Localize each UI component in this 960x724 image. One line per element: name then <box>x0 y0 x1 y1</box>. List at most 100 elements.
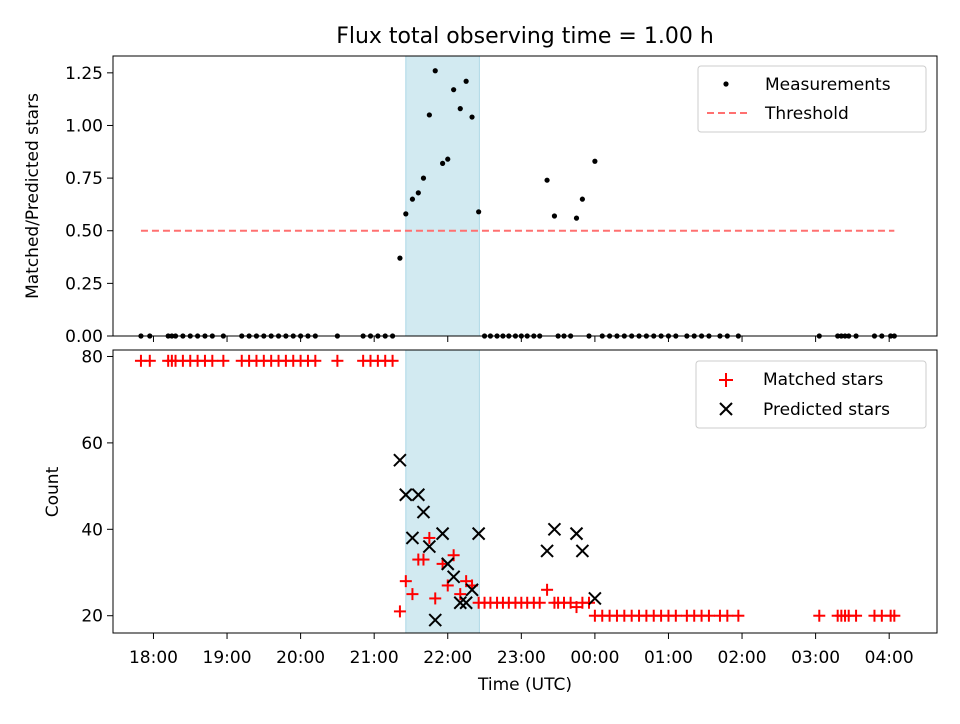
x-tick-label: 18:00 <box>129 648 178 668</box>
bottom-legend-box <box>695 360 927 429</box>
y-tick-label: 0.75 <box>65 169 103 189</box>
matched-star-point <box>417 553 430 566</box>
measurement-point <box>451 87 457 93</box>
legend-measurements-marker <box>723 81 729 87</box>
top-subplot: 0.00 0.25 0.50 0.75 1.00 1.25 Flux total obse… <box>23 24 938 347</box>
measurement-point <box>432 68 438 74</box>
predicted-star-point <box>422 539 437 554</box>
predicted-star-point <box>588 591 602 606</box>
matched-star-point <box>386 354 399 367</box>
matched-star-point <box>406 588 419 601</box>
matched-star-point <box>850 609 863 622</box>
predicted-star-point <box>540 544 554 558</box>
top-legend: Measurements Threshold <box>697 65 927 133</box>
legend-threshold-label: Threshold <box>764 104 849 124</box>
legend-predicted-label: Predicted stars <box>763 400 890 420</box>
x-tick-label: 00:00 <box>570 648 619 668</box>
x-axis-label: Time (UTC) <box>477 675 572 695</box>
predicted-star-point <box>465 583 479 597</box>
y-tick-label: 1.00 <box>65 116 103 136</box>
matched-star-point <box>393 605 406 618</box>
predicted-star-point <box>399 488 413 502</box>
highlight-span-bottom <box>405 349 480 634</box>
highlight-span-top <box>405 55 480 337</box>
predicted-star-point <box>471 526 486 541</box>
y-tick-label: 0.00 <box>65 327 103 347</box>
legend-matched-label: Matched stars <box>763 370 883 390</box>
chart-title: Flux total observing time = 1.00 h <box>336 24 714 49</box>
bottom-axes-frame <box>112 349 938 634</box>
bottom-x-ticks: 18:00 19:00 20:00 21:00 22:00 23:00 00:00 01:00… <box>129 633 914 668</box>
predicted-star-point <box>411 488 426 502</box>
y-tick-label: 20 <box>81 607 103 627</box>
matched-star-point <box>143 354 156 367</box>
matched-star-point <box>702 609 715 622</box>
predicted-star-point <box>453 596 467 610</box>
bottom-y-ticks: 20 40 60 80 <box>81 347 113 627</box>
measurement-point <box>440 160 446 166</box>
predicted-star-point <box>459 596 473 610</box>
x-tick-label: 23:00 <box>497 648 546 668</box>
predicted-star-point <box>428 613 442 627</box>
predicted-star-point <box>416 505 431 519</box>
matched-star-point <box>423 531 436 544</box>
bottom-subplot-marks <box>134 354 901 627</box>
predicted-star-point <box>441 557 455 571</box>
y-tick-label: 0.25 <box>65 274 103 294</box>
x-tick-label: 03:00 <box>791 648 840 668</box>
matched-star-point <box>309 354 322 367</box>
measurement-point <box>420 175 427 181</box>
measurement-point <box>426 112 432 118</box>
predicted-star-point <box>435 526 450 541</box>
x-tick-label: 01:00 <box>644 648 693 668</box>
matched-star-point <box>206 354 219 367</box>
measurement-point <box>463 78 469 84</box>
y-tick-label: 60 <box>81 434 103 454</box>
measurement-point <box>476 209 482 215</box>
predicted-star-point <box>446 570 461 584</box>
x-tick-label: 04:00 <box>865 648 914 668</box>
x-tick-label: 02:00 <box>718 648 767 668</box>
matched-star-point <box>721 609 734 622</box>
measurement-point <box>403 211 409 217</box>
y-tick-label: 40 <box>81 520 103 540</box>
legend-predicted-marker <box>719 402 733 416</box>
x-tick-label: 20:00 <box>276 648 325 668</box>
predicted-star-point <box>393 453 407 467</box>
measurement-point <box>445 156 451 162</box>
y-tick-label: 80 <box>81 347 103 367</box>
predicted-star-point <box>569 526 584 541</box>
legend-measurements-label: Measurements <box>765 75 891 95</box>
measurement-point <box>397 255 403 261</box>
predicted-star-point <box>575 544 590 558</box>
x-tick-label: 21:00 <box>350 648 399 668</box>
measurement-point <box>551 213 558 219</box>
measurement-point <box>415 190 421 196</box>
measurement-point <box>573 215 580 221</box>
matched-star-point <box>732 609 745 622</box>
matched-star-point <box>533 596 546 609</box>
legend-matched-marker <box>719 373 733 387</box>
matched-star-point <box>541 583 554 596</box>
top-legend-box <box>697 65 927 133</box>
matched-star-point <box>399 575 412 588</box>
bottom-legend: Matched stars Predicted stars <box>695 360 927 429</box>
y-tick-label: 0.50 <box>65 222 103 242</box>
x-tick-label: 22:00 <box>423 648 472 668</box>
x-tick-label: 19:00 <box>203 648 252 668</box>
matched-star-point <box>669 609 682 622</box>
top-axes-frame <box>112 55 938 337</box>
predicted-star-point <box>547 522 562 537</box>
top-y-ticks: 0.00 0.25 0.50 0.75 1.00 1.25 <box>65 64 113 347</box>
matched-star-point <box>429 592 442 605</box>
matched-star-point <box>583 596 596 609</box>
bottom-y-axis-label: Count <box>43 466 63 517</box>
top-x-ticks <box>152 336 890 342</box>
top-y-axis-label: Matched/Predicted stars <box>23 93 43 299</box>
matched-star-point <box>888 609 901 622</box>
bottom-subplot: 20 40 60 80 18:00 19:00 20:00 21:00 22:00 23:00 0… <box>43 347 938 695</box>
matched-star-point <box>217 354 230 367</box>
measurement-point <box>409 196 416 202</box>
matched-star-point <box>331 354 344 367</box>
measurement-point <box>544 177 550 183</box>
